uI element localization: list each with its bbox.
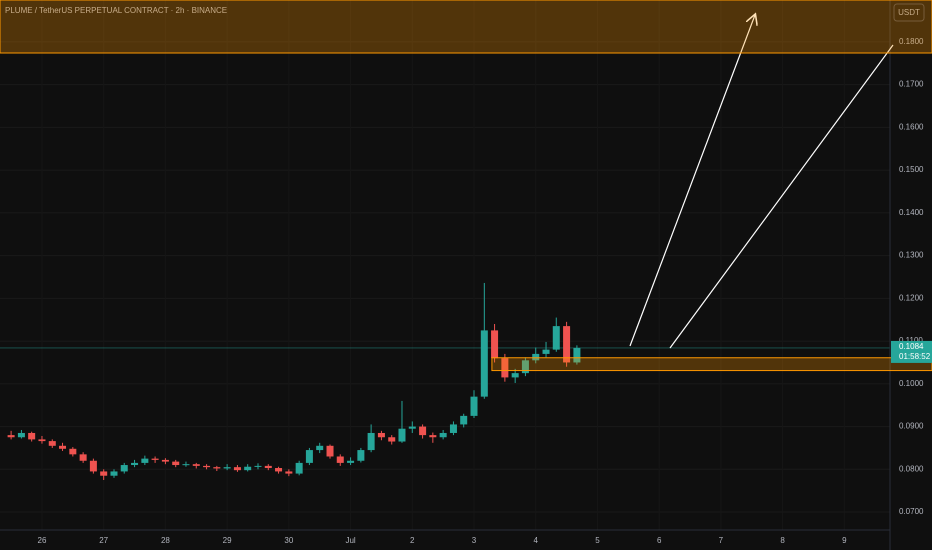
candle-body xyxy=(357,450,365,461)
candle-body xyxy=(573,347,581,363)
candle-body xyxy=(213,467,221,469)
x-tick-label: Jul xyxy=(345,536,355,545)
candle-body xyxy=(532,353,540,361)
y-tick-label: 0.1700 xyxy=(899,80,924,89)
candle-body xyxy=(151,458,159,460)
last-price-label: 0.1084 xyxy=(899,342,924,351)
candle-body xyxy=(223,467,231,469)
y-tick-label: 0.0900 xyxy=(899,422,924,431)
candle-body xyxy=(552,326,560,350)
x-tick-label: 5 xyxy=(595,536,600,545)
candle-body xyxy=(89,460,97,472)
candle-body xyxy=(316,445,324,451)
candle-body xyxy=(59,445,67,449)
candle-body xyxy=(7,435,15,438)
projection-line xyxy=(669,44,894,349)
last-price-box xyxy=(891,340,932,363)
candle-body xyxy=(542,349,550,354)
candle-body xyxy=(141,458,149,463)
candle-body xyxy=(17,432,25,438)
candle-body xyxy=(244,466,252,471)
candle-body xyxy=(439,432,447,438)
candle-body xyxy=(501,358,509,378)
chart-title: PLUME / TetherUS PERPETUAL CONTRACT · 2h… xyxy=(5,6,227,15)
candle-body xyxy=(275,468,283,472)
candle-body xyxy=(233,467,241,471)
candle-body xyxy=(449,424,457,433)
candle-body xyxy=(470,396,478,416)
candle-body xyxy=(429,435,437,438)
candle-body xyxy=(305,450,313,463)
candle-body xyxy=(480,330,488,397)
candle-body xyxy=(367,432,375,451)
candle-body xyxy=(120,465,128,472)
zone xyxy=(0,0,932,54)
x-tick-label: 29 xyxy=(223,536,232,545)
candle-body xyxy=(521,360,529,374)
y-tick-label: 0.1500 xyxy=(899,165,924,174)
zone xyxy=(491,357,932,372)
y-tick-label: 0.1600 xyxy=(899,122,924,131)
candle-body xyxy=(491,330,499,359)
candle-body xyxy=(110,471,118,476)
x-tick-label: 2 xyxy=(410,536,415,545)
candle-body xyxy=(28,432,36,440)
candle-body xyxy=(192,464,200,466)
x-tick-label: 27 xyxy=(99,536,108,545)
y-tick-label: 0.1200 xyxy=(899,293,924,302)
x-tick-label: 7 xyxy=(719,536,724,545)
y-tick-label: 0.1800 xyxy=(899,37,924,46)
candle-body xyxy=(69,448,77,455)
y-tick-label: 0.1000 xyxy=(899,379,924,388)
x-tick-label: 9 xyxy=(842,536,847,545)
y-tick-label: 0.1100 xyxy=(899,336,923,345)
candle-body xyxy=(326,445,334,457)
plot xyxy=(0,41,890,513)
x-tick-label: 26 xyxy=(38,536,47,545)
candle-body xyxy=(48,441,56,446)
currency: USDT xyxy=(898,8,920,17)
candle-body xyxy=(347,460,355,463)
x-tick-label: 3 xyxy=(472,536,477,545)
x-tick-label: 6 xyxy=(657,536,662,545)
candle-body xyxy=(79,454,87,461)
candle-body xyxy=(38,439,46,442)
candle-body xyxy=(563,326,571,363)
candle-body xyxy=(388,437,396,442)
candle-body xyxy=(100,471,108,476)
projection-arrow xyxy=(629,15,755,347)
x-tick-label: 4 xyxy=(534,536,539,545)
candle-body xyxy=(285,471,293,474)
candle-body xyxy=(254,465,262,467)
candle-body xyxy=(295,462,303,474)
candle-body xyxy=(398,428,406,442)
candle-body xyxy=(203,465,211,468)
candle-body xyxy=(419,426,427,436)
candle-body xyxy=(172,461,180,466)
candle-body xyxy=(131,462,139,466)
y-tick-label: 0.1400 xyxy=(899,208,924,217)
y-tick-label: 0.0800 xyxy=(899,464,924,473)
candle-body xyxy=(264,465,272,469)
candle-body xyxy=(511,373,519,378)
candle-body xyxy=(161,459,169,462)
x-tick-label: 30 xyxy=(284,536,293,545)
y-tick-label: 0.1300 xyxy=(899,251,924,260)
x-tick-label: 8 xyxy=(780,536,785,545)
candle-body xyxy=(377,432,385,438)
candle-body xyxy=(182,464,190,466)
candle-body xyxy=(336,456,344,463)
countdown: 01:58:52 xyxy=(899,352,931,361)
y-tick-label: 0.0700 xyxy=(899,507,924,516)
candle-body xyxy=(460,415,468,425)
currency-box xyxy=(893,3,925,22)
candle-body xyxy=(408,426,416,429)
x-tick-label: 28 xyxy=(161,536,170,545)
